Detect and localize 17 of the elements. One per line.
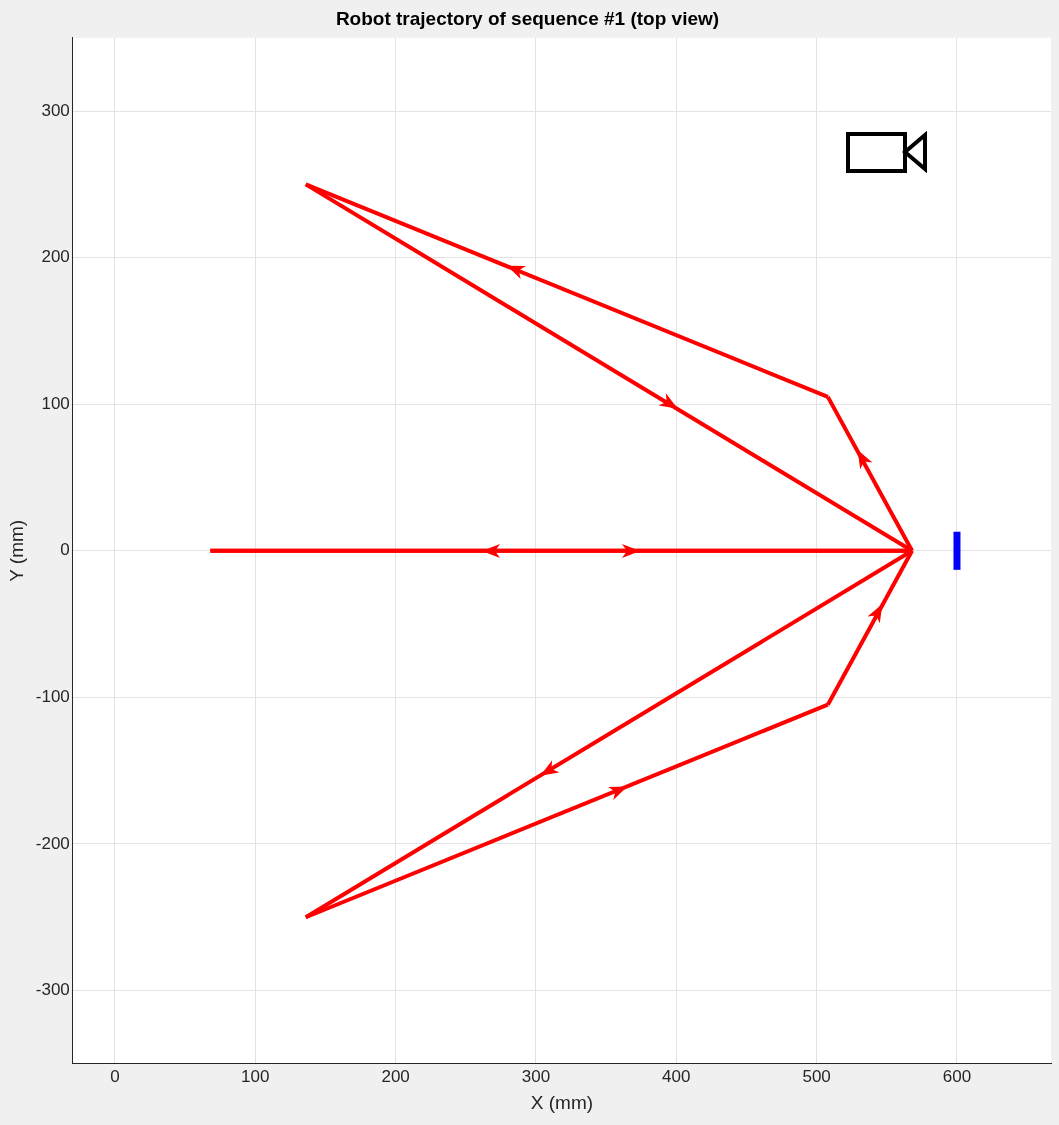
- y-tick-label: 0: [60, 540, 70, 560]
- x-tick-label: 200: [381, 1066, 410, 1086]
- x-axis-title: X (mm): [530, 1091, 594, 1113]
- x-tick-label: 500: [802, 1066, 831, 1086]
- y-tick-label: 100: [41, 393, 70, 413]
- x-tick-label: 100: [241, 1066, 270, 1086]
- y-axis-title: Y (mm): [5, 519, 27, 582]
- y-tick-label: -200: [35, 833, 70, 853]
- y-tick-label: 200: [41, 247, 70, 267]
- x-tick-label: 0: [110, 1066, 120, 1086]
- x-tick-label: 300: [521, 1066, 551, 1086]
- x-tick-label: 400: [662, 1066, 691, 1086]
- x-tick-label: 600: [942, 1066, 972, 1086]
- y-tick-label: -100: [35, 687, 70, 707]
- chart-title: Robot trajectory of sequence #1 (top view): [335, 7, 720, 29]
- y-tick-label: -300: [35, 980, 70, 1000]
- y-tick-label: 300: [41, 100, 70, 120]
